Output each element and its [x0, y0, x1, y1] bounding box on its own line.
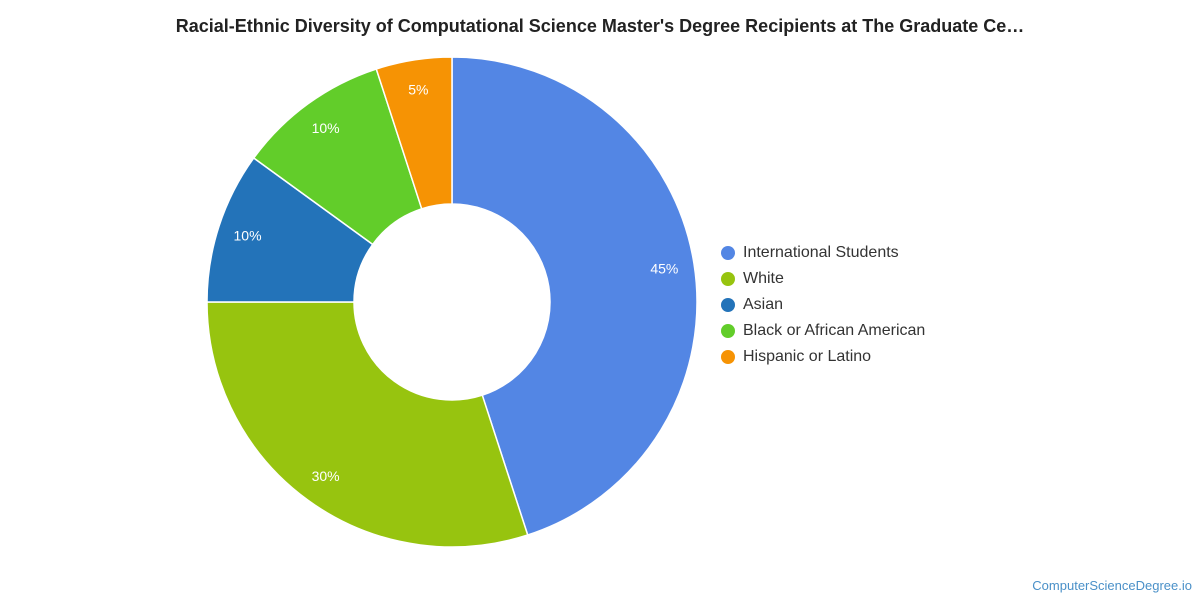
- slice-label-white: 30%: [312, 468, 340, 484]
- legend-label: Asian: [743, 296, 784, 313]
- legend-label: White: [743, 270, 784, 287]
- slice-label-asian: 10%: [234, 228, 262, 244]
- legend-swatch: [721, 350, 735, 364]
- chart-title: Racial-Ethnic Diversity of Computational…: [175, 16, 1025, 36]
- legend-swatch: [721, 246, 735, 260]
- slice-label-black-or-african-american: 10%: [312, 120, 340, 136]
- slice-labels: 45% 30% 10% 10% 5%: [234, 82, 679, 484]
- legend-label: Black or African American: [743, 322, 926, 339]
- donut-slices: [206, 56, 698, 548]
- legend-item-asian[interactable]: Asian: [721, 292, 925, 318]
- legend-label: Hispanic or Latino: [743, 348, 872, 365]
- legend-swatch: [721, 324, 735, 338]
- slice-hispanic-or-latino[interactable]: [375, 56, 453, 210]
- chart-legend: International Students White Asian Black or…: [721, 240, 925, 370]
- site-watermark[interactable]: ComputerScienceDegree.io: [1032, 578, 1192, 593]
- slice-international-students[interactable]: [451, 56, 698, 536]
- slice-label-hispanic-or-latino: 5%: [408, 82, 428, 98]
- slice-label-international-students: 45%: [650, 260, 678, 276]
- legend-item-international-students[interactable]: International Students: [721, 240, 925, 266]
- legend-swatch: [721, 272, 735, 286]
- legend-item-white[interactable]: White: [721, 266, 925, 292]
- slice-white[interactable]: [206, 301, 529, 548]
- legend-item-black-or-african-american[interactable]: Black or African American: [721, 318, 925, 344]
- legend-item-hispanic-or-latino[interactable]: Hispanic or Latino: [721, 344, 925, 370]
- legend-swatch: [721, 298, 735, 312]
- legend-label: International Students: [743, 244, 899, 261]
